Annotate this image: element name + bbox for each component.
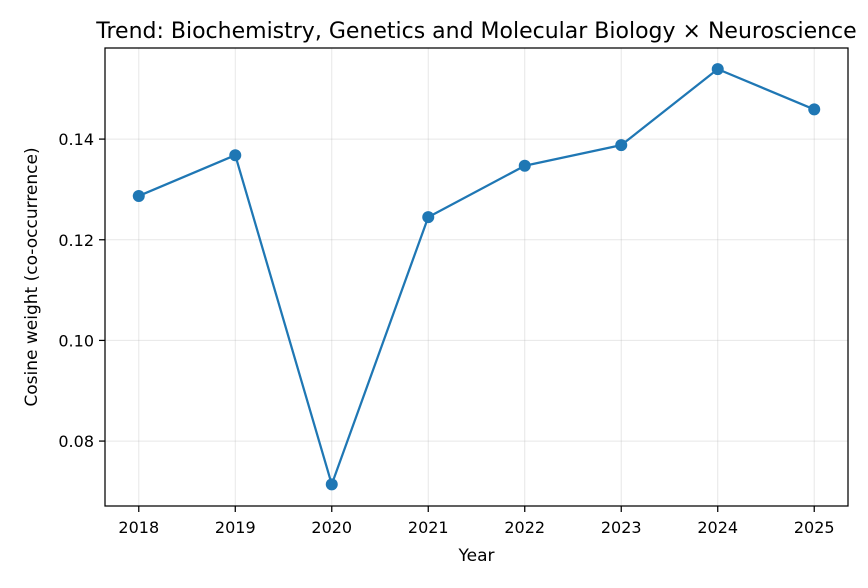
data-point	[615, 139, 628, 152]
plot-frame	[104, 47, 849, 507]
y-axis-label: Cosine weight (co-occurrence)	[22, 147, 42, 406]
data-point	[808, 103, 821, 116]
data-point	[422, 211, 435, 224]
data-point	[325, 478, 338, 491]
x-tick-label: 2024	[697, 518, 738, 537]
chart-title: Trend: Biochemistry, Genetics and Molecu…	[95, 19, 856, 44]
x-tick-label: 2018	[118, 518, 159, 537]
x-tick-label: 2025	[794, 518, 835, 537]
series-layer	[132, 63, 821, 491]
data-point	[518, 159, 531, 172]
x-tick-label: 2022	[504, 518, 545, 537]
y-tick-label: 0.10	[58, 331, 94, 350]
grid-layer	[105, 48, 848, 506]
x-tick-label: 2019	[215, 518, 256, 537]
tick-layer: 2018 2019 2020 2021 2022 2023 2024 2025 0.08 0.10…	[58, 130, 834, 537]
y-tick-label: 0.14	[58, 130, 94, 149]
x-tick-label: 2021	[408, 518, 449, 537]
data-point	[711, 63, 724, 76]
data-point	[132, 189, 145, 202]
y-tick-label: 0.08	[58, 432, 94, 451]
series-line	[138, 68, 815, 486]
x-axis-label: Year	[458, 546, 495, 566]
y-tick-label: 0.12	[58, 231, 94, 250]
x-tick-label: 2023	[601, 518, 642, 537]
data-point	[229, 149, 242, 162]
x-tick-label: 2020	[311, 518, 352, 537]
